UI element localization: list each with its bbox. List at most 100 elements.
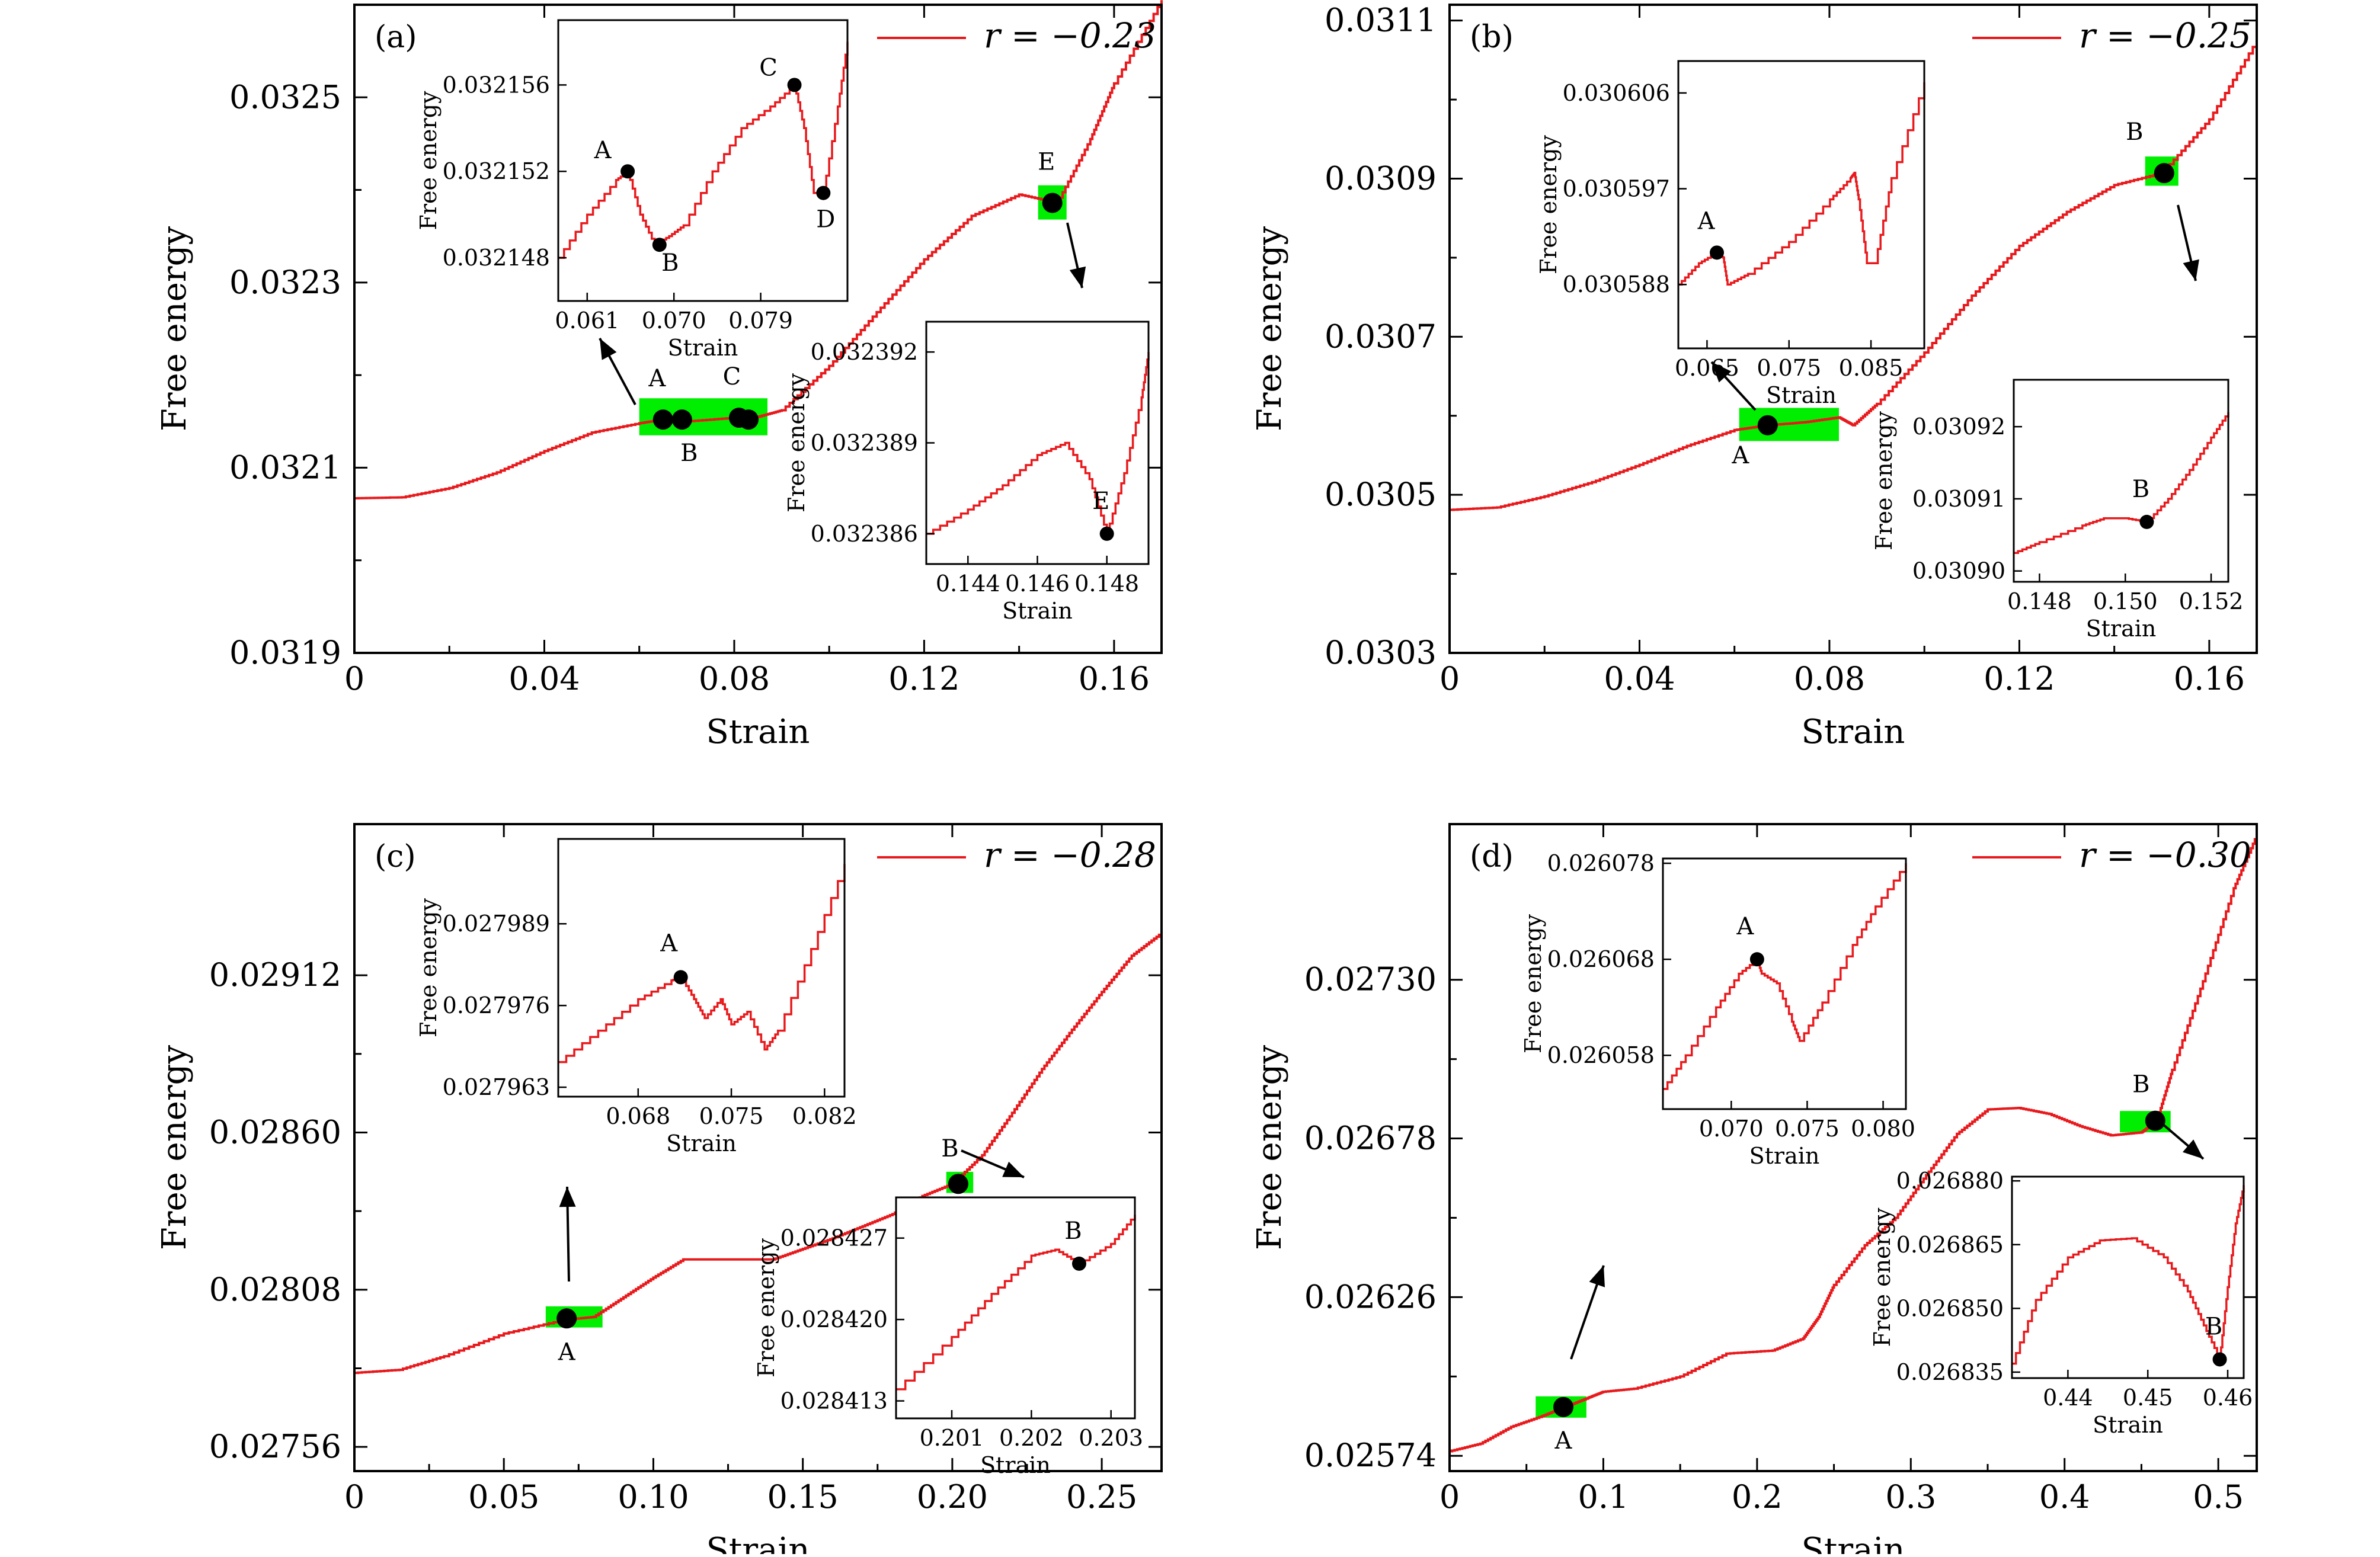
x-tick-label: 0.12 bbox=[1984, 660, 2055, 697]
inset-x-tick-label: 0.202 bbox=[999, 1425, 1064, 1451]
panel-label: (d) bbox=[1470, 839, 1514, 874]
inset-x-tick-label: 0.079 bbox=[728, 307, 793, 334]
marker-point bbox=[652, 409, 673, 430]
inset-y-tick-label: 0.026058 bbox=[1547, 1042, 1655, 1068]
inset-y-axis-label: Free energy bbox=[753, 1238, 779, 1377]
inset-x-axis-label: Strain bbox=[2093, 1412, 2163, 1438]
y-axis-label: Free energy bbox=[1250, 226, 1289, 431]
marker-point bbox=[1042, 193, 1063, 213]
x-tick-label: 0.1 bbox=[1578, 1478, 1629, 1516]
inset-x-axis-label: Strain bbox=[2086, 616, 2157, 642]
inset-y-tick-label: 0.032148 bbox=[443, 245, 550, 271]
marker-point bbox=[1553, 1396, 1573, 1417]
inset-curve bbox=[1663, 863, 1907, 1090]
y-tick-label: 0.02808 bbox=[209, 1271, 341, 1308]
panel-label: (b) bbox=[1470, 20, 1514, 55]
inset-y-tick-label: 0.026880 bbox=[1896, 1168, 2004, 1194]
y-tick-label: 0.0311 bbox=[1325, 2, 1437, 39]
inset-frame bbox=[895, 1196, 1136, 1420]
inset-y-tick-label: 0.032386 bbox=[811, 521, 918, 547]
inset-y-tick-label: 0.030606 bbox=[1563, 80, 1670, 106]
marker-point bbox=[2145, 1110, 2165, 1131]
inset-y-tick-label: 0.030597 bbox=[1563, 176, 1670, 202]
inset-x-tick-label: 0.148 bbox=[2007, 588, 2072, 614]
inset-x-axis-label: Strain bbox=[1002, 598, 1073, 624]
inset-y-tick-label: 0.028420 bbox=[780, 1306, 888, 1332]
inset-point-label: C bbox=[759, 54, 778, 81]
inset-frame bbox=[2011, 1175, 2245, 1379]
inset-y-axis-label: Free energy bbox=[1871, 411, 1897, 550]
point-label: B bbox=[680, 440, 698, 467]
inset-frame bbox=[1677, 60, 1925, 350]
point-label: E bbox=[1038, 148, 1055, 175]
inset-point-label: B bbox=[2132, 476, 2149, 503]
x-tick-label: 0.25 bbox=[1066, 1478, 1137, 1516]
x-tick-label: 0.04 bbox=[1604, 660, 1675, 697]
inset-plot: 0.201 0.202 0.203 0.028413 0.028420 0.028427 S… bbox=[753, 1196, 1143, 1478]
inset-background bbox=[1663, 858, 1906, 1109]
inset-x-tick-label: 0.150 bbox=[2093, 588, 2158, 614]
y-tick-label: 0.0309 bbox=[1325, 160, 1437, 197]
free-energy-curve bbox=[1450, 40, 2258, 511]
inset-y-tick-label: 0.027976 bbox=[443, 992, 550, 1018]
y-axis-label: Free energy bbox=[155, 1045, 194, 1250]
arrow-head bbox=[2183, 1139, 2203, 1159]
inset-marker-point bbox=[816, 185, 831, 200]
inset-plot: 0.061 0.070 0.079 0.032148 0.032152 0.032156 S… bbox=[415, 19, 849, 361]
marker-point bbox=[671, 409, 692, 430]
arrow-head bbox=[600, 338, 617, 360]
x-axis-label: Strain bbox=[1802, 1531, 1905, 1554]
y-tick-label: 0.0319 bbox=[229, 634, 341, 671]
inset-x-axis-label: Strain bbox=[666, 1130, 737, 1156]
arrow-head bbox=[2183, 259, 2199, 281]
point-label: C bbox=[723, 363, 741, 390]
inset-y-tick-label: 0.032389 bbox=[811, 430, 918, 456]
inset-y-axis-label: Free energy bbox=[415, 898, 442, 1037]
inset-frame bbox=[557, 19, 849, 302]
inset-point-label: A bbox=[660, 930, 678, 957]
panel-d: 0 0.1 0.2 0.3 0.4 0.5 0.02574 0.02626 0.02678 0.0… bbox=[1250, 823, 2258, 1557]
axes-frame bbox=[353, 823, 1163, 1472]
marker-point bbox=[1757, 415, 1778, 435]
inset-x-tick-label: 0.070 bbox=[642, 307, 706, 334]
x-tick-label: 0.08 bbox=[1794, 660, 1865, 697]
panel-b: 0 0.04 0.08 0.12 0.16 0.0303 0.0305 0.0307 0.030… bbox=[1250, 2, 2258, 751]
inset-x-tick-label: 0.080 bbox=[1851, 1116, 1915, 1142]
axes-frame bbox=[1448, 4, 2258, 654]
inset-x-axis-label: Strain bbox=[980, 1452, 1051, 1478]
inset-curve bbox=[558, 864, 846, 1063]
marker-point bbox=[2154, 163, 2174, 184]
inset-point-label: D bbox=[816, 206, 835, 233]
inset-y-tick-label: 0.028427 bbox=[780, 1225, 888, 1251]
point-label: A bbox=[558, 1338, 576, 1366]
inset-x-axis-label: Strain bbox=[668, 335, 738, 361]
point-label: B bbox=[2132, 1071, 2149, 1098]
inset-x-tick-label: 0.075 bbox=[1775, 1116, 1840, 1142]
inset-background bbox=[558, 20, 847, 301]
inset-y-tick-label: 0.026850 bbox=[1896, 1295, 2004, 1321]
inset-y-tick-label: 0.03090 bbox=[1912, 558, 2005, 584]
inset-x-tick-label: 0.068 bbox=[606, 1103, 670, 1129]
panel-label: (a) bbox=[375, 20, 417, 55]
inset-curve bbox=[926, 352, 1150, 535]
inset-plot: 0.068 0.075 0.082 0.027963 0.027976 0.027989 S… bbox=[415, 838, 857, 1156]
point-label: A bbox=[1554, 1427, 1573, 1455]
inset-frame bbox=[2013, 379, 2229, 583]
inset-y-tick-label: 0.026865 bbox=[1896, 1232, 2004, 1258]
x-tick-label: 0.3 bbox=[1885, 1478, 1936, 1516]
arrow-head bbox=[1589, 1266, 1605, 1287]
inset-x-tick-label: 0.065 bbox=[1675, 355, 1739, 381]
inset-plot: 0.070 0.075 0.080 0.026058 0.026068 0.026078 S… bbox=[1520, 850, 1915, 1169]
inset-x-axis-label: Strain bbox=[1749, 1143, 1820, 1169]
y-tick-label: 0.0303 bbox=[1325, 634, 1437, 671]
x-axis-label: Strain bbox=[706, 713, 810, 751]
x-tick-label: 0.4 bbox=[2039, 1478, 2090, 1516]
inset-x-tick-label: 0.070 bbox=[1699, 1116, 1764, 1142]
inset-x-tick-label: 0.46 bbox=[2203, 1385, 2253, 1411]
inset-background bbox=[1678, 61, 1924, 348]
inset-background bbox=[896, 1197, 1135, 1418]
y-tick-label: 0.02574 bbox=[1304, 1437, 1437, 1474]
axes-frame bbox=[353, 4, 1163, 654]
x-tick-label: 0 bbox=[1439, 660, 1460, 697]
